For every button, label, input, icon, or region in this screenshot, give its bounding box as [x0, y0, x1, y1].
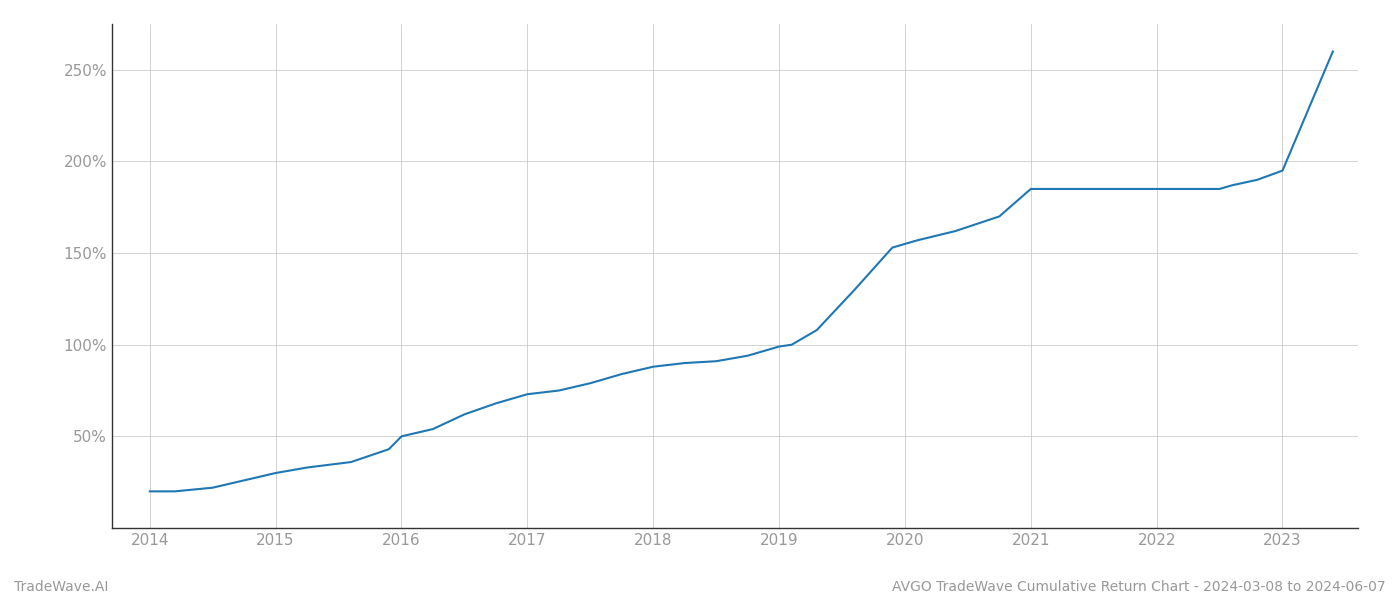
Text: AVGO TradeWave Cumulative Return Chart - 2024-03-08 to 2024-06-07: AVGO TradeWave Cumulative Return Chart -… [892, 580, 1386, 594]
Text: TradeWave.AI: TradeWave.AI [14, 580, 108, 594]
